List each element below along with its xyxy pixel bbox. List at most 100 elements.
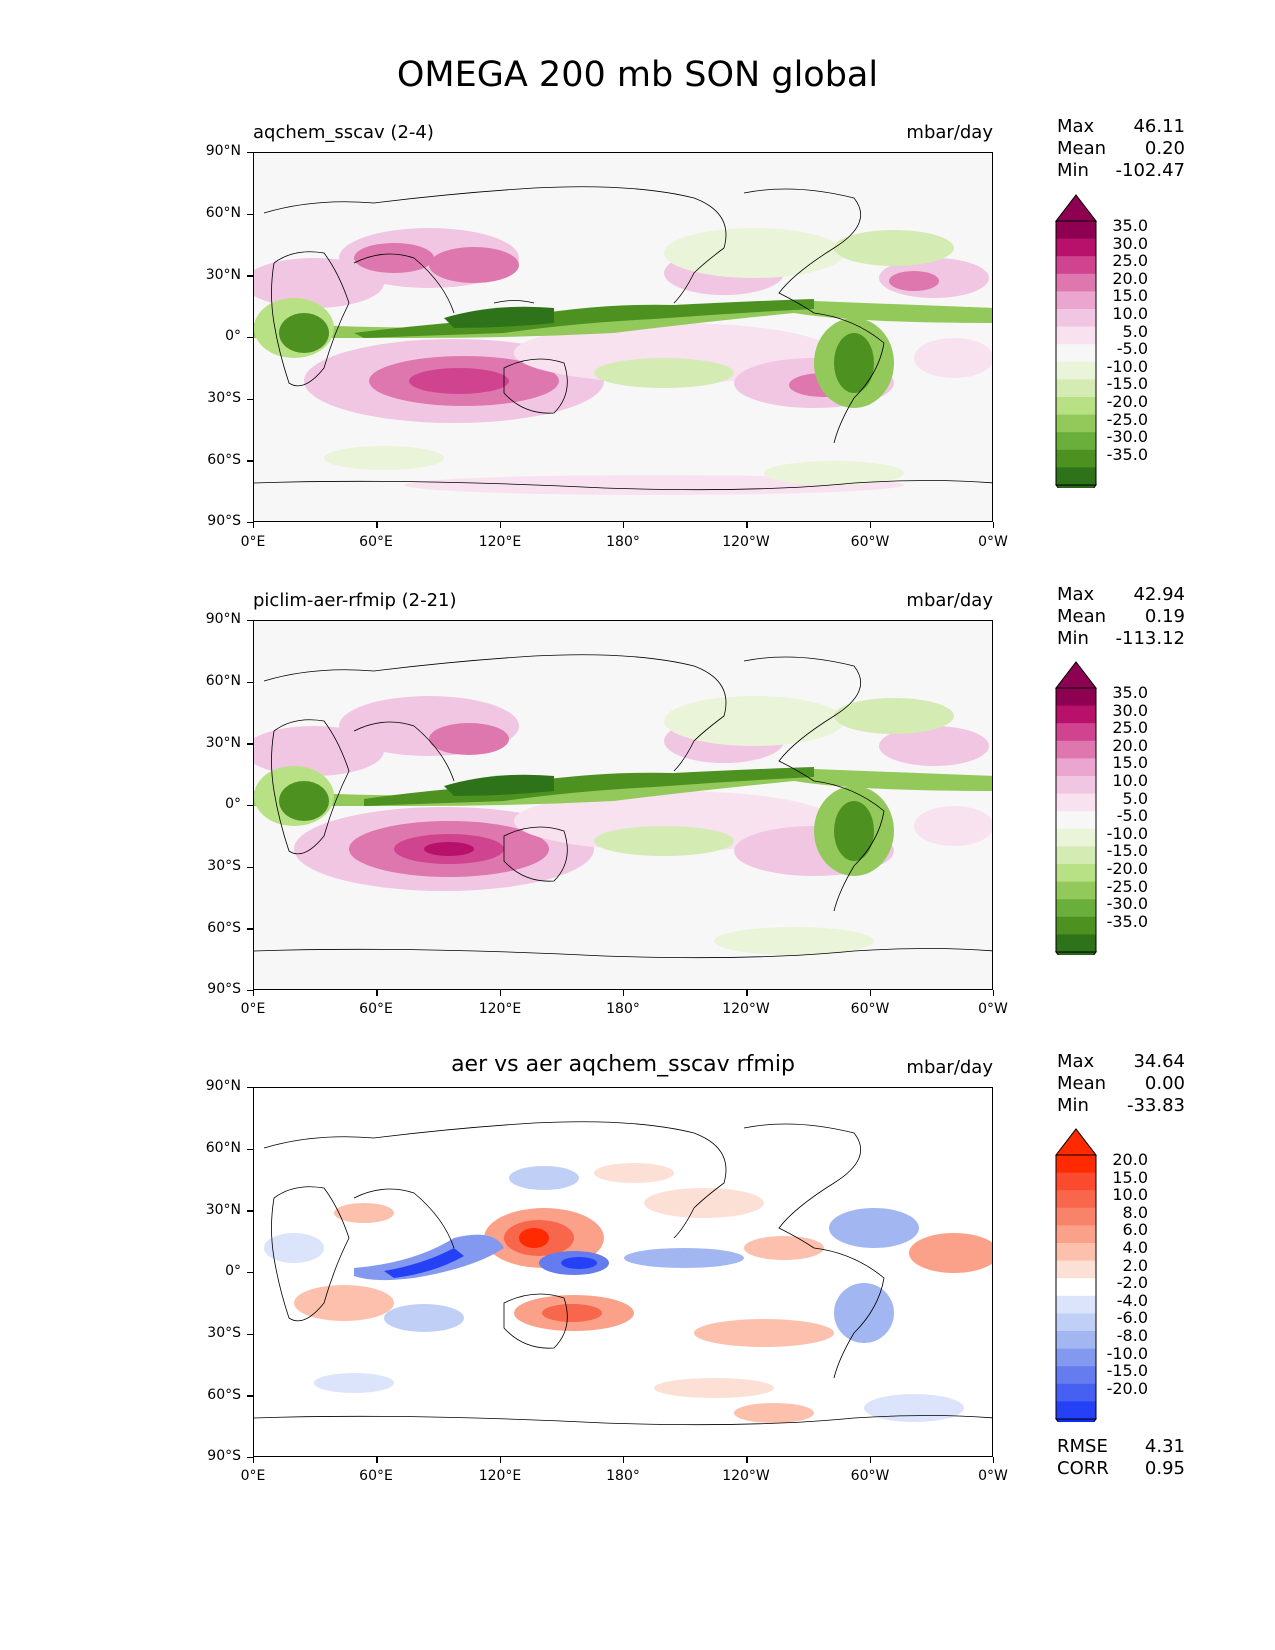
colorbar-tick-label: -20.0 — [1106, 391, 1148, 411]
colorbar-segment — [1056, 1366, 1096, 1385]
lon-tick-mark — [993, 1457, 995, 1463]
colorbar-segment — [1056, 1331, 1096, 1350]
colorbar-segment — [1056, 467, 1096, 486]
colorbar-tick-label: 5.0 — [1122, 321, 1148, 341]
lon-tick-mark — [623, 522, 625, 528]
lon-tick-label: 120°E — [478, 534, 522, 550]
colorbar-tick-label: 15.0 — [1112, 1167, 1148, 1187]
stat-label: Mean — [1057, 606, 1107, 627]
lon-tick-mark — [253, 1457, 255, 1463]
lat-tick-mark — [247, 213, 253, 215]
lat-tick-label: 90°N — [205, 143, 241, 159]
lon-tick-mark — [499, 990, 501, 996]
positive-anomalies — [294, 1163, 992, 1423]
colorbar-tick-label: -8.0 — [1116, 1325, 1148, 1345]
lon-tick-mark — [253, 990, 255, 996]
stats-block: Max 42.94 Mean 0.19 Min -113.12 — [1057, 584, 1185, 650]
lon-tick-mark — [499, 1457, 501, 1463]
colorbar-tick-label: -10.0 — [1106, 1343, 1148, 1363]
colorbar-segment — [1056, 1401, 1096, 1420]
stat-label: Min — [1057, 1095, 1089, 1116]
colorbar-labels: 35.0 30.0 25.0 20.0 15.0 10.0 5.0 -5.0 -10.0 -15.… — [1100, 217, 1148, 463]
colorbar-tick-label: -4.0 — [1116, 1290, 1148, 1310]
lat-tick-label: 0° — [225, 1263, 241, 1279]
lon-tick-mark — [869, 522, 871, 528]
colorbar-tick-label: -30.0 — [1106, 894, 1148, 914]
colorbar-segment — [1056, 221, 1096, 240]
lon-tick-mark — [376, 1457, 378, 1463]
lat-tick-label: 0° — [225, 328, 241, 344]
lon-tick-label: 120°W — [722, 1001, 770, 1017]
negative-band — [254, 696, 992, 955]
lat-tick-mark — [247, 1210, 253, 1212]
lon-tick-mark — [746, 522, 748, 528]
colorbar-segment — [1056, 397, 1096, 416]
colorbar-tick-label: 20.0 — [1112, 268, 1148, 288]
colorbar-segment — [1056, 1190, 1096, 1209]
lat-tick-mark — [247, 1087, 253, 1089]
stat-label: RMSE — [1057, 1436, 1108, 1457]
colorbar-segment — [1056, 432, 1096, 451]
lon-tick-label: 120°W — [722, 534, 770, 550]
colorbar-segment — [1056, 934, 1096, 953]
colorbar-tick-label: 4.0 — [1122, 1237, 1148, 1257]
colorbar-segment — [1056, 705, 1096, 724]
colorbar-tick-label: -25.0 — [1106, 409, 1148, 429]
colorbar-tick-label: -10.0 — [1106, 356, 1148, 376]
lon-tick-label: 60°E — [359, 534, 393, 550]
lat-tick-mark — [247, 1457, 253, 1459]
stat-label: Max — [1057, 116, 1095, 137]
stat-corr: 0.95 — [1144, 1458, 1185, 1479]
colorbar-segment — [1056, 256, 1096, 275]
lat-tick-mark — [247, 398, 253, 400]
lon-tick-mark — [623, 990, 625, 996]
coastlines — [254, 654, 992, 959]
lat-tick-mark — [247, 152, 253, 154]
colorbar-tick-label: 35.0 — [1112, 683, 1148, 702]
stat-label: Max — [1057, 1051, 1095, 1072]
lon-tick-mark — [623, 1457, 625, 1463]
units-label: mbar/day — [906, 590, 993, 611]
lat-tick-mark — [247, 1395, 253, 1397]
colorbar-tick-label: -15.0 — [1106, 841, 1148, 861]
panel-title: aer vs aer aqchem_sscav rfmip — [451, 1052, 795, 1077]
colorbar-segment — [1056, 1295, 1096, 1314]
colorbar-tick-label: -5.0 — [1116, 806, 1148, 826]
lon-tick-mark — [993, 522, 995, 528]
map-plot — [254, 153, 992, 521]
colorbar — [1054, 194, 1098, 488]
colorbar-outline — [1055, 687, 1097, 953]
rmse-corr-block: RMSE 4.31 CORR 0.95 — [1057, 1436, 1185, 1480]
lon-tick-label: 0°E — [240, 1468, 266, 1484]
panel-title: piclim-aer-rfmip (2-21) — [253, 590, 457, 611]
units-label: mbar/day — [906, 122, 993, 143]
stat-max: 42.94 — [1133, 584, 1185, 605]
colorbar-segment — [1056, 414, 1096, 433]
stat-label: Min — [1057, 160, 1089, 181]
colorbar-tick-label: -6.0 — [1116, 1308, 1148, 1328]
panel-title: aqchem_sscav (2-4) — [253, 122, 434, 143]
units-label: mbar/day — [906, 1057, 993, 1078]
colorbar-tick-label: 20.0 — [1112, 735, 1148, 755]
colorbar-segment — [1056, 776, 1096, 795]
colorbar-segment — [1056, 238, 1096, 257]
colorbar-tick-label: 5.0 — [1122, 788, 1148, 808]
lat-tick-label: 30°N — [205, 1202, 241, 1218]
lon-tick-label: 60°E — [359, 1001, 393, 1017]
stat-label: Min — [1057, 628, 1089, 649]
negative-band — [254, 228, 992, 485]
lat-tick-mark — [247, 1148, 253, 1150]
coastlines — [254, 1121, 992, 1426]
lat-tick-label: 90°N — [205, 1078, 241, 1094]
colorbar-tick-label: 20.0 — [1112, 1150, 1148, 1169]
colorbar-segment — [1056, 1383, 1096, 1402]
contour-map — [253, 152, 993, 522]
lon-tick-label: 180° — [606, 1468, 640, 1484]
figure-title: OMEGA 200 mb SON global — [396, 55, 879, 95]
colorbar-segment — [1056, 1155, 1096, 1174]
stat-mean: 0.19 — [1144, 606, 1185, 627]
lat-tick-mark — [247, 337, 253, 339]
